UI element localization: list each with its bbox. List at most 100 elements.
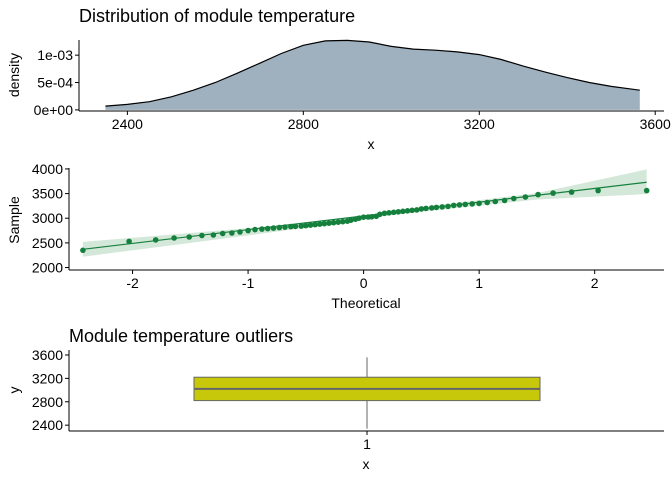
qq-point — [229, 230, 235, 236]
box-y-ticks: 2400 2800 3200 3600 — [32, 347, 69, 433]
box-panel: Module temperature outliers 1 2400 2800 32… — [6, 326, 664, 472]
qq-point — [321, 220, 328, 227]
qq-point — [360, 214, 367, 220]
density-y-title: density — [6, 53, 22, 97]
qq-point — [252, 226, 258, 233]
qq-point — [433, 204, 440, 211]
qq-point — [199, 232, 205, 239]
qq-y-ticks: 2000 2500 3000 3500 4000 — [32, 161, 69, 276]
qq-point — [469, 201, 476, 207]
qq-point — [404, 208, 411, 214]
qq-point — [282, 224, 288, 230]
qq-point — [356, 215, 362, 221]
qq-point — [298, 223, 305, 229]
qq-point — [348, 217, 354, 223]
density-y-tick-label: 5e-04 — [37, 75, 73, 91]
qq-point — [492, 198, 499, 205]
density-x-tick-label: 2800 — [288, 116, 319, 132]
qq-point — [288, 223, 294, 230]
qq-point — [126, 238, 132, 245]
qq-point — [501, 197, 508, 204]
qq-point — [550, 190, 556, 196]
qq-point — [270, 225, 277, 231]
qq-point — [335, 219, 342, 225]
density-title: Distribution of module temperature — [79, 6, 355, 26]
qq-point — [381, 210, 388, 217]
qq-point — [484, 199, 491, 206]
qq-point — [264, 225, 271, 232]
qq-point — [595, 187, 601, 194]
density-x-tick-label: 3600 — [640, 116, 671, 132]
density-area — [105, 40, 640, 110]
qq-point — [316, 221, 323, 227]
density-panel: Distribution of module temperature 2400 2… — [6, 6, 671, 152]
box-y-tick-label: 3200 — [32, 370, 63, 386]
qq-x-tick-label: 2 — [591, 275, 599, 291]
qq-point — [368, 214, 375, 220]
qq-point — [568, 189, 575, 195]
density-y-tick-label: 1e-03 — [37, 47, 73, 63]
qq-point — [237, 229, 243, 235]
qq-point — [292, 223, 299, 230]
qq-point — [330, 219, 337, 226]
density-line — [105, 39, 640, 107]
qq-point — [476, 200, 482, 207]
qq-point — [219, 230, 226, 237]
qq-y-tick-label: 4000 — [32, 161, 63, 177]
qq-point — [643, 187, 650, 194]
qq-point — [429, 205, 435, 211]
qq-point — [423, 205, 429, 212]
qq-x-title: Theoretical — [331, 295, 400, 311]
qq-point — [450, 202, 457, 209]
box-x-tick-label: 1 — [363, 436, 371, 452]
qq-point — [522, 194, 529, 200]
qq-point — [456, 202, 463, 208]
qq-point — [377, 211, 383, 218]
density-x-title: x — [368, 136, 375, 152]
box-y-tick-label: 2400 — [32, 417, 63, 433]
qq-point — [276, 224, 283, 231]
qq-point — [152, 237, 159, 243]
qq-x-tick-label: 0 — [360, 275, 368, 291]
qq-x-tick-label: 1 — [475, 275, 483, 291]
qq-x-tick-label: -1 — [242, 275, 255, 291]
qq-point — [386, 210, 392, 216]
qq-y-tick-label: 3000 — [32, 210, 63, 226]
density-x-ticks: 2400 2800 3200 3600 — [112, 111, 671, 132]
qq-point — [462, 201, 469, 208]
qq-y-title: Sample — [6, 196, 22, 244]
qq-point — [395, 209, 402, 215]
box-y-tick-label: 2800 — [32, 394, 63, 410]
qq-point — [535, 191, 541, 198]
qq-points — [80, 187, 650, 254]
box-x-ticks: 1 — [363, 431, 371, 452]
qq-point — [414, 207, 420, 213]
box-x-title: x — [363, 456, 370, 472]
density-x-tick-label: 3200 — [464, 116, 495, 132]
box-title: Module temperature outliers — [69, 326, 293, 346]
qq-point — [439, 204, 446, 210]
qq-point — [400, 208, 406, 215]
box-y-title: y — [6, 387, 22, 394]
density-x-tick-label: 2400 — [112, 116, 143, 132]
qq-point — [80, 247, 86, 254]
qq-y-tick-label: 2000 — [32, 260, 63, 276]
qq-point — [326, 220, 332, 226]
qq-point — [340, 218, 346, 225]
density-y-ticks: 0e+00 5e-04 1e-03 — [34, 47, 79, 118]
qq-x-tick-label: -2 — [126, 275, 139, 291]
qq-point — [445, 203, 451, 210]
qq-point — [409, 207, 415, 214]
qq-y-tick-label: 2500 — [32, 235, 63, 251]
qq-y-tick-label: 3500 — [32, 186, 63, 202]
qq-confidence-band — [82, 169, 647, 257]
qq-point — [210, 232, 217, 238]
qq-point — [259, 226, 265, 232]
qq-point — [418, 206, 425, 212]
qq-point — [245, 227, 251, 234]
qq-point — [171, 235, 177, 241]
qq-point — [186, 234, 192, 240]
qq-point — [303, 222, 309, 229]
box-y-tick-label: 3600 — [32, 347, 63, 363]
